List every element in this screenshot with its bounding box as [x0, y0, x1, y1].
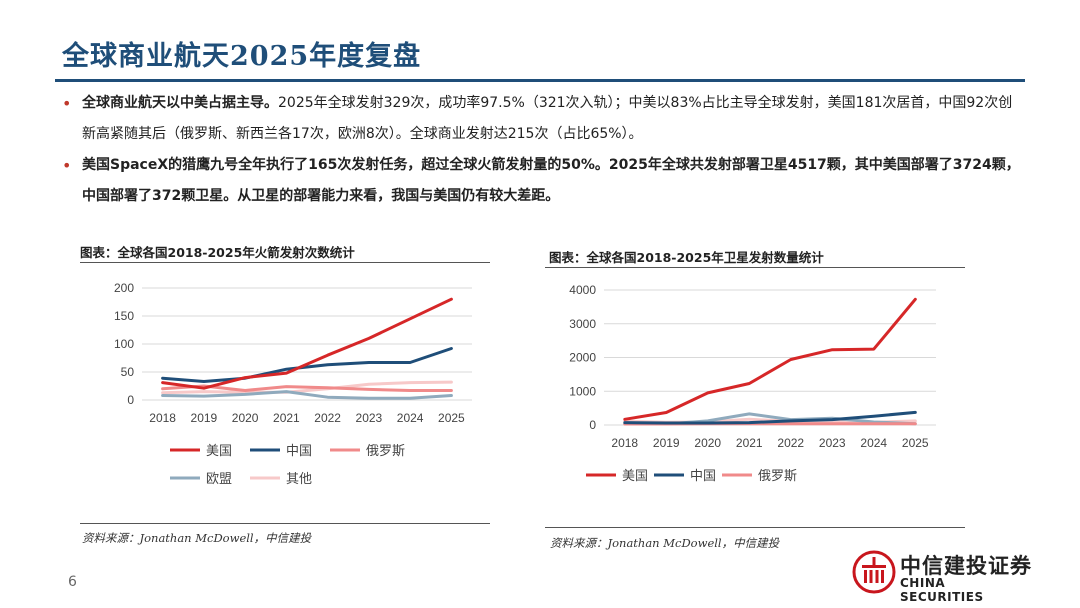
bullet-icon: • [62, 156, 72, 175]
x-tick-label: 2024 [860, 436, 887, 450]
page-number: 6 [68, 574, 77, 590]
bullet-item-1: • 全球商业航天以中美占据主导。2025年全球发射329次，成功率97.5%（3… [62, 88, 1022, 150]
x-tick-label: 2020 [694, 436, 721, 450]
bullet-icon: • [62, 94, 72, 113]
x-tick-label: 2025 [438, 411, 465, 425]
y-tick-label: 100 [114, 337, 134, 351]
company-logo: 中信建投证券 CHINA SECURITIES [852, 548, 1032, 604]
x-tick-label: 2023 [819, 436, 846, 450]
x-tick-label: 2021 [736, 436, 763, 450]
x-tick-label: 2021 [273, 411, 300, 425]
legend-label: 欧盟 [206, 471, 232, 486]
series-line-0 [623, 297, 917, 421]
chart-1-title-rule [80, 262, 490, 263]
chart-2-source-rule [545, 527, 965, 528]
china-securities-emblem-icon [852, 550, 896, 594]
y-tick-label: 50 [121, 365, 135, 379]
legend-label: 俄罗斯 [366, 443, 405, 458]
title-divider [55, 79, 1025, 82]
series-line-4 [161, 380, 453, 395]
x-tick-label: 2020 [232, 411, 259, 425]
y-tick-label: 2000 [569, 351, 596, 365]
page-title: 全球商业航天2025年度复盘 [62, 41, 422, 72]
x-tick-label: 2024 [397, 411, 424, 425]
series-line-1 [161, 347, 453, 383]
legend-label: 其他 [286, 471, 312, 486]
x-tick-label: 2018 [149, 411, 176, 425]
bullet-1-text: 2025年全球发射329次，成功率97.5%（321次入轨）；中美以83%占比主… [82, 95, 1013, 142]
legend-label: 美国 [622, 468, 648, 483]
x-tick-label: 2023 [356, 411, 383, 425]
legend-label: 美国 [206, 443, 232, 458]
legend-label: 中国 [690, 468, 716, 483]
x-tick-label: 2022 [314, 411, 341, 425]
series-line-0 [161, 297, 453, 390]
satellite-launch-chart: 0 1000 2000 3000 4000 2018 2019 2020 2021 2022 202… [569, 283, 936, 483]
chart-1-title: 图表：全球各国2018-2025年火箭发射次数统计 [80, 245, 355, 260]
y-tick-label: 0 [589, 418, 596, 432]
y-tick-label: 0 [127, 393, 134, 407]
y-tick-label: 3000 [569, 317, 596, 331]
x-tick-label: 2019 [191, 411, 218, 425]
rocket-launch-chart: 0 50 100 150 200 2018 2019 2020 2021 2022 2023 2024… [114, 281, 472, 486]
logo-text-cn: 中信建投证券 [900, 554, 1032, 578]
x-tick-label: 2018 [611, 436, 638, 450]
bullet-1-bold: 全球商业航天以中美占据主导。 [82, 95, 278, 111]
y-tick-label: 200 [114, 281, 134, 295]
y-tick-label: 1000 [569, 384, 596, 398]
chart-1-source: 资料来源：Jonathan McDowell，中信建投 [82, 531, 312, 545]
series-line-1 [623, 410, 917, 425]
chart-1-source-rule [80, 523, 490, 524]
legend-label: 中国 [286, 443, 312, 458]
series-line-3 [161, 390, 453, 400]
legend-label: 俄罗斯 [758, 468, 797, 483]
chart-2-source: 资料来源：Jonathan McDowell，中信建投 [550, 536, 780, 550]
chart-2-title: 图表：全球各国2018-2025年卫星发射数量统计 [549, 250, 824, 265]
bullet-list: • 全球商业航天以中美占据主导。2025年全球发射329次，成功率97.5%（3… [62, 88, 1022, 212]
x-tick-label: 2025 [902, 436, 929, 450]
y-tick-label: 4000 [569, 283, 596, 297]
chart-2-title-rule [545, 267, 965, 268]
x-tick-label: 2022 [777, 436, 804, 450]
bullet-item-2: • 美国SpaceX的猎鹰九号全年执行了165次发射任务，超过全球火箭发射量的5… [62, 150, 1022, 212]
x-tick-label: 2019 [653, 436, 680, 450]
bullet-2-bold: 美国SpaceX的猎鹰九号全年执行了165次发射任务，超过全球火箭发射量的50%… [82, 157, 1020, 204]
logo-text-en: CHINA SECURITIES [900, 576, 984, 604]
y-tick-label: 150 [114, 309, 134, 323]
